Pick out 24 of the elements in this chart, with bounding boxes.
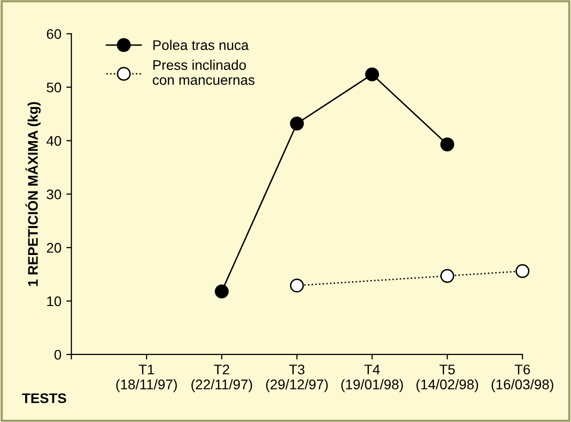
y-tick-label: 20 (46, 242, 62, 253)
point (365, 67, 380, 82)
point (290, 278, 304, 292)
x-tick-label: T3 (29/12/97) (266, 364, 328, 392)
point (440, 137, 454, 152)
y-tick-label: 50 (46, 82, 62, 92)
x-tick-label: T2 (22/11/97) (191, 364, 252, 392)
x-axis-title: TESTS (22, 393, 66, 404)
x-tick-label: T5 (14/02/98) (416, 364, 478, 392)
point (440, 268, 454, 283)
x-tick-label: T6 (16/03/98) (492, 364, 554, 392)
legend-label: Press inclinado con mancuernas (152, 60, 254, 85)
y-tick-label: 0 (54, 350, 62, 360)
point (290, 116, 304, 131)
x-tick-label: T4 (19/01/98) (341, 364, 403, 392)
point (214, 284, 229, 298)
y-tick-label: 60 (46, 29, 62, 39)
y-tick-label: 30 (46, 189, 62, 200)
point (516, 264, 530, 278)
y-axis-title: 1 REPETICIÓN MÁXIMA (kg) (25, 102, 41, 286)
y-tick-label: 40 (46, 136, 62, 146)
y-tick-label: 10 (47, 296, 62, 306)
x-tick-label: T1 (18/11/97) (116, 364, 177, 392)
legend-label: Polea tras nuca (153, 40, 249, 50)
